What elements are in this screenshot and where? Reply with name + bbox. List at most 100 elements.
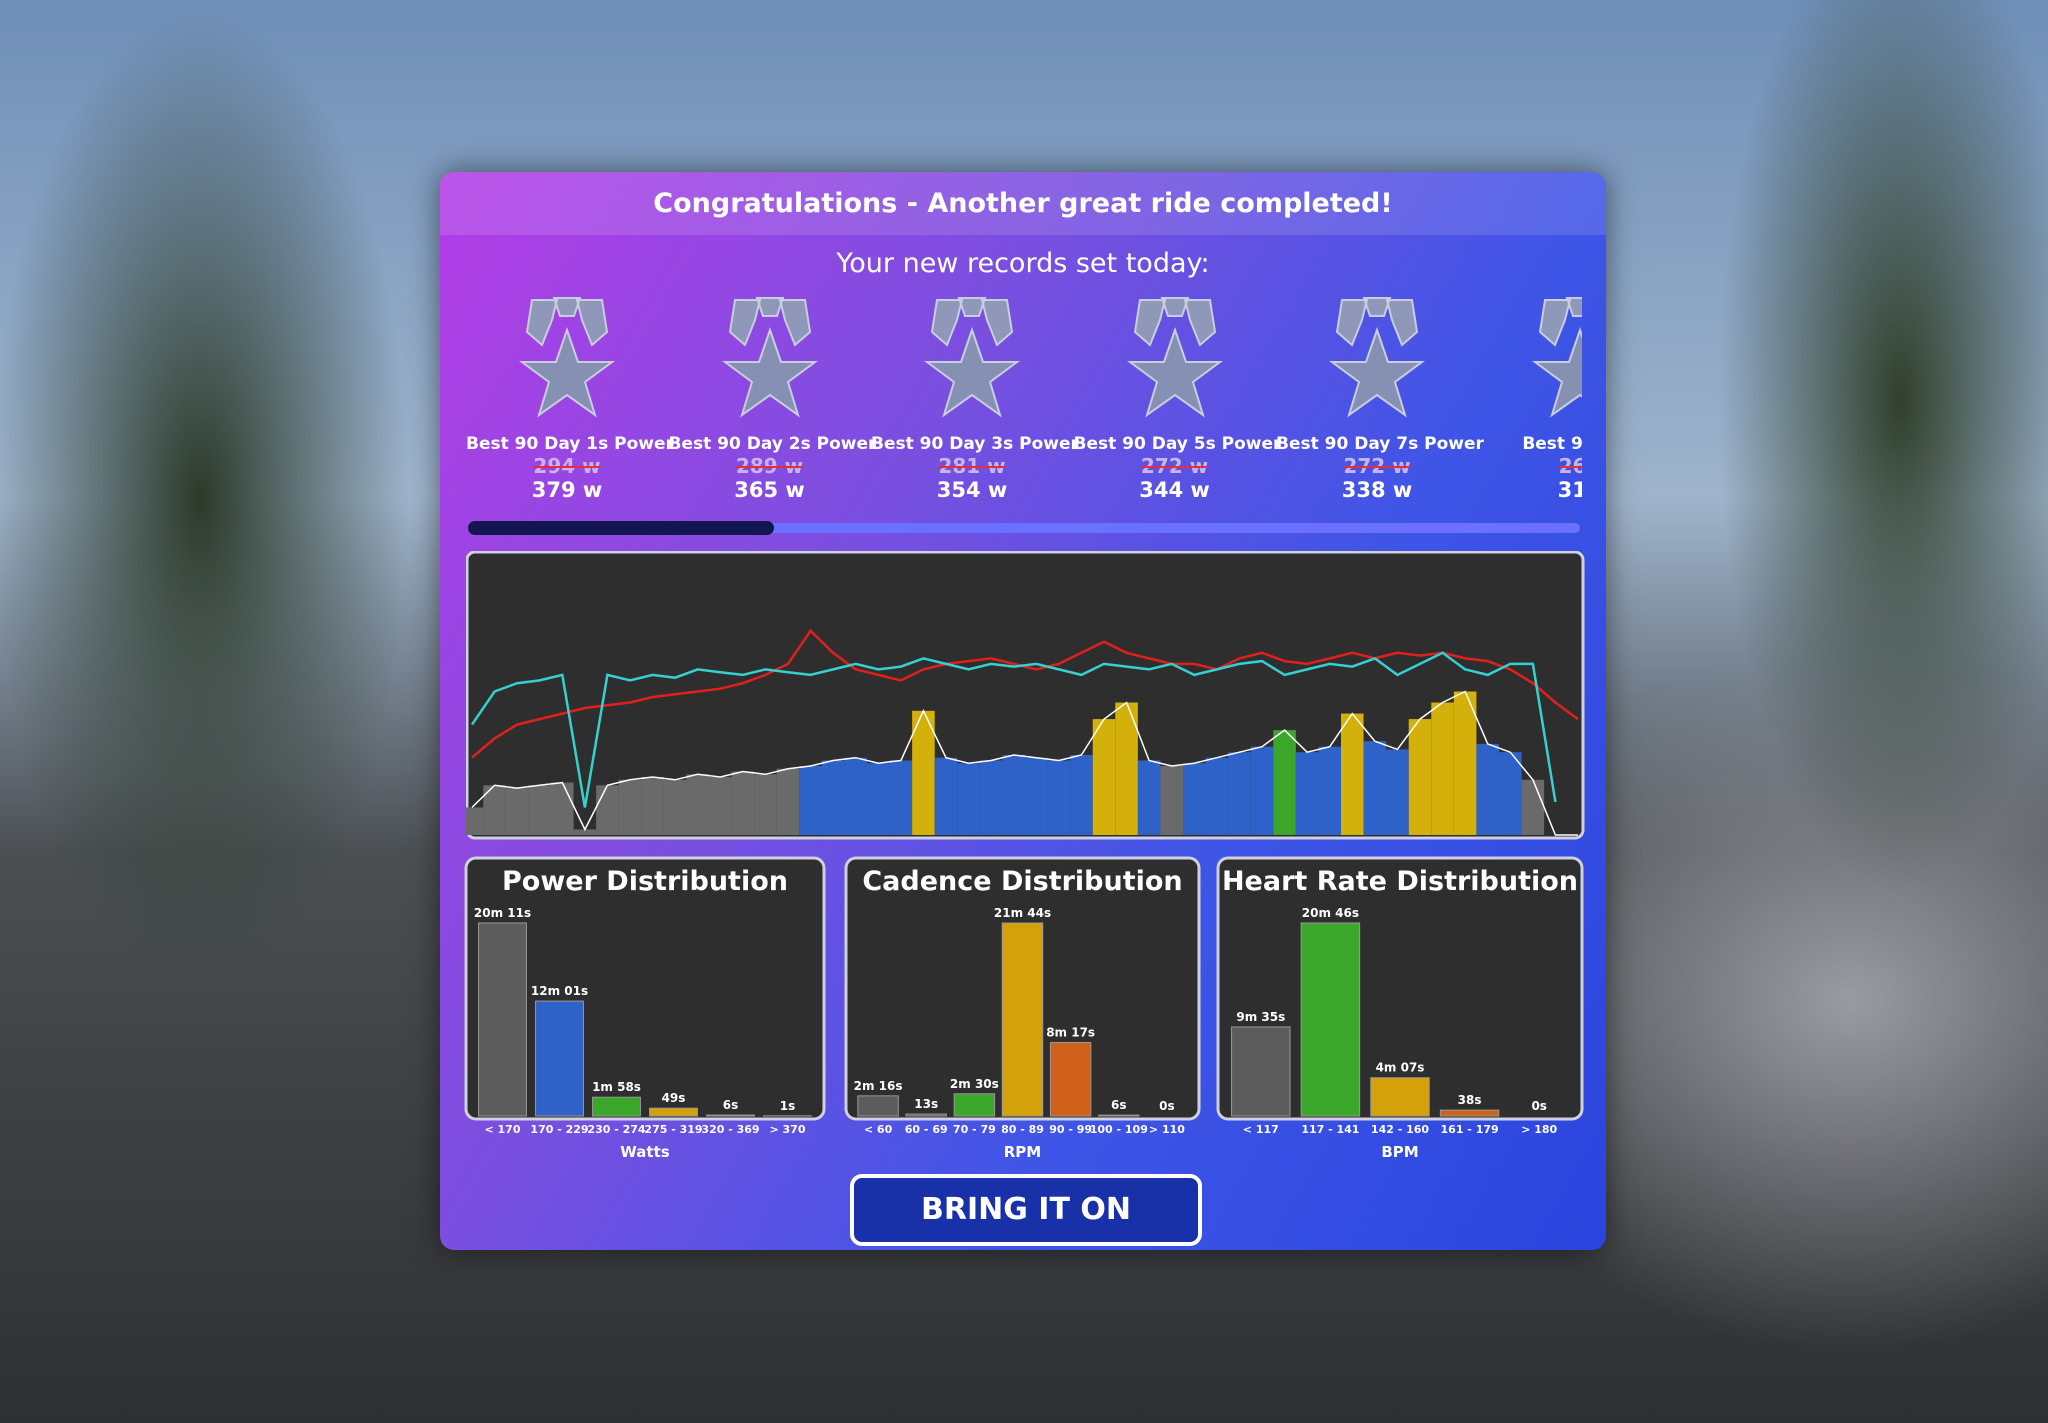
medal-icon bbox=[923, 297, 1021, 418]
medal-star bbox=[721, 326, 818, 418]
power-bar bbox=[686, 774, 709, 835]
category-label: < 60 bbox=[864, 1123, 893, 1136]
distribution-bar bbox=[905, 1113, 947, 1117]
distribution-bar bbox=[1001, 922, 1044, 1117]
record-previous: 289 w bbox=[735, 454, 804, 478]
medal-ribbon bbox=[1538, 297, 1582, 347]
power-bar bbox=[1318, 746, 1341, 835]
axis-label: RPM bbox=[1004, 1143, 1041, 1161]
record-current: 354 w bbox=[936, 478, 1008, 502]
bar-value-label: 6s bbox=[723, 1098, 739, 1112]
power-bar bbox=[1499, 752, 1522, 835]
ride-line bbox=[471, 628, 1579, 759]
power-bar bbox=[1341, 713, 1364, 835]
distribution-bar bbox=[1049, 1041, 1092, 1117]
category-label: 275 - 319 bbox=[644, 1123, 702, 1136]
power-bar bbox=[844, 757, 867, 835]
power-bar bbox=[528, 785, 551, 835]
power-bar bbox=[1273, 730, 1296, 835]
record-label: Best 90 Day 3s Power bbox=[871, 434, 1079, 454]
medal-star bbox=[518, 326, 616, 418]
power-bar bbox=[1002, 754, 1025, 835]
record-label: Best 90 Day 1s Power bbox=[466, 434, 674, 454]
record: Best 90 Day 1s Power 294 w 379 w bbox=[466, 290, 674, 502]
bar-value-label: 2m 16s bbox=[854, 1079, 903, 1093]
power-bar bbox=[1047, 760, 1071, 835]
medal-icon bbox=[1126, 297, 1223, 418]
bar-value-label: 38s bbox=[1458, 1093, 1482, 1107]
bar-value-label: 13s bbox=[914, 1097, 938, 1111]
bar-value-label: 0s bbox=[1159, 1099, 1175, 1113]
category-label: 100 - 109 bbox=[1090, 1123, 1148, 1136]
power-bar bbox=[889, 760, 913, 835]
power-bar bbox=[1228, 752, 1251, 835]
bar-value-label: 12m 01s bbox=[531, 984, 588, 998]
record-previous: 272 w bbox=[1140, 454, 1209, 478]
bar-value-label: 49s bbox=[662, 1091, 686, 1105]
category-label: 60 - 69 bbox=[905, 1123, 948, 1136]
power-bar bbox=[1183, 763, 1206, 835]
record-previous: 294 w bbox=[533, 454, 601, 478]
ride-line bbox=[470, 651, 1557, 808]
power-bar bbox=[1092, 719, 1116, 835]
medal-star bbox=[1328, 326, 1426, 418]
scroll-thumb[interactable] bbox=[468, 521, 774, 535]
distribution-bar bbox=[953, 1093, 996, 1117]
power-bar bbox=[1295, 752, 1319, 835]
distribution-bar bbox=[1300, 922, 1361, 1117]
bar-value-label: 8m 17s bbox=[1046, 1025, 1095, 1039]
power-bar bbox=[596, 785, 619, 835]
medal-ribbon bbox=[728, 297, 811, 347]
power-bar bbox=[1363, 741, 1387, 835]
category-label: 161 - 179 bbox=[1441, 1123, 1499, 1136]
continue-button[interactable]: BRING IT ON bbox=[850, 1174, 1202, 1246]
distribution-title: Power Distribution bbox=[502, 866, 788, 897]
record-label: Best 90 Day 2s Power bbox=[668, 434, 877, 454]
ride-line bbox=[471, 690, 1578, 836]
category-label: 70 - 79 bbox=[953, 1123, 996, 1136]
medal-ribbon bbox=[930, 297, 1014, 347]
medal-icon bbox=[1328, 297, 1426, 418]
record-current: 365 w bbox=[734, 478, 805, 502]
category-label: < 170 bbox=[484, 1123, 520, 1136]
power-bar bbox=[731, 771, 755, 835]
record-previous: 266 bbox=[1558, 454, 1582, 478]
distribution-bar bbox=[706, 1114, 755, 1117]
record: Best 90 Day 7s Power 272 w 338 w bbox=[1276, 290, 1484, 502]
power-bar bbox=[799, 766, 822, 835]
power-bar bbox=[754, 774, 777, 835]
category-label: < 117 bbox=[1243, 1123, 1279, 1136]
bar-value-label: 9m 35s bbox=[1236, 1010, 1285, 1024]
distribution-bar bbox=[1231, 1026, 1291, 1117]
category-label: 230 - 274 bbox=[587, 1123, 645, 1136]
record: Best 90 Day266319 bbox=[1479, 290, 1582, 502]
records-list: Best 90 Day 1s Power 294 w 379 w Best 90 Da… bbox=[466, 290, 1582, 512]
power-bar bbox=[957, 763, 980, 835]
power-bar bbox=[1386, 749, 1409, 835]
record-previous: 272 w bbox=[1343, 454, 1411, 478]
distribution-bar bbox=[649, 1107, 698, 1117]
distribution-bar bbox=[592, 1096, 641, 1117]
category-label: > 180 bbox=[1521, 1123, 1557, 1136]
medal-icon bbox=[518, 297, 616, 418]
power-bar bbox=[1250, 746, 1274, 835]
category-label: 117 - 141 bbox=[1301, 1123, 1359, 1136]
power-bar bbox=[1431, 702, 1454, 835]
bar-value-label: 2m 30s bbox=[950, 1077, 999, 1091]
bar-value-label: 4m 07s bbox=[1376, 1061, 1425, 1075]
record-current: 344 w bbox=[1139, 478, 1210, 502]
distribution-title: Cadence Distribution bbox=[862, 866, 1182, 897]
distribution-bar bbox=[1370, 1077, 1430, 1117]
medal-star bbox=[1531, 326, 1582, 418]
power-bar bbox=[1476, 743, 1499, 835]
distribution-bar bbox=[478, 922, 527, 1117]
medal-ribbon bbox=[1133, 297, 1216, 347]
power-bar bbox=[709, 777, 732, 835]
power-bar bbox=[551, 782, 574, 835]
power-bar bbox=[663, 779, 687, 835]
power-bar bbox=[1115, 702, 1138, 835]
category-label: 170 - 229 bbox=[530, 1123, 588, 1136]
power-bar bbox=[1137, 760, 1161, 835]
record-previous: 281 w bbox=[938, 454, 1006, 478]
